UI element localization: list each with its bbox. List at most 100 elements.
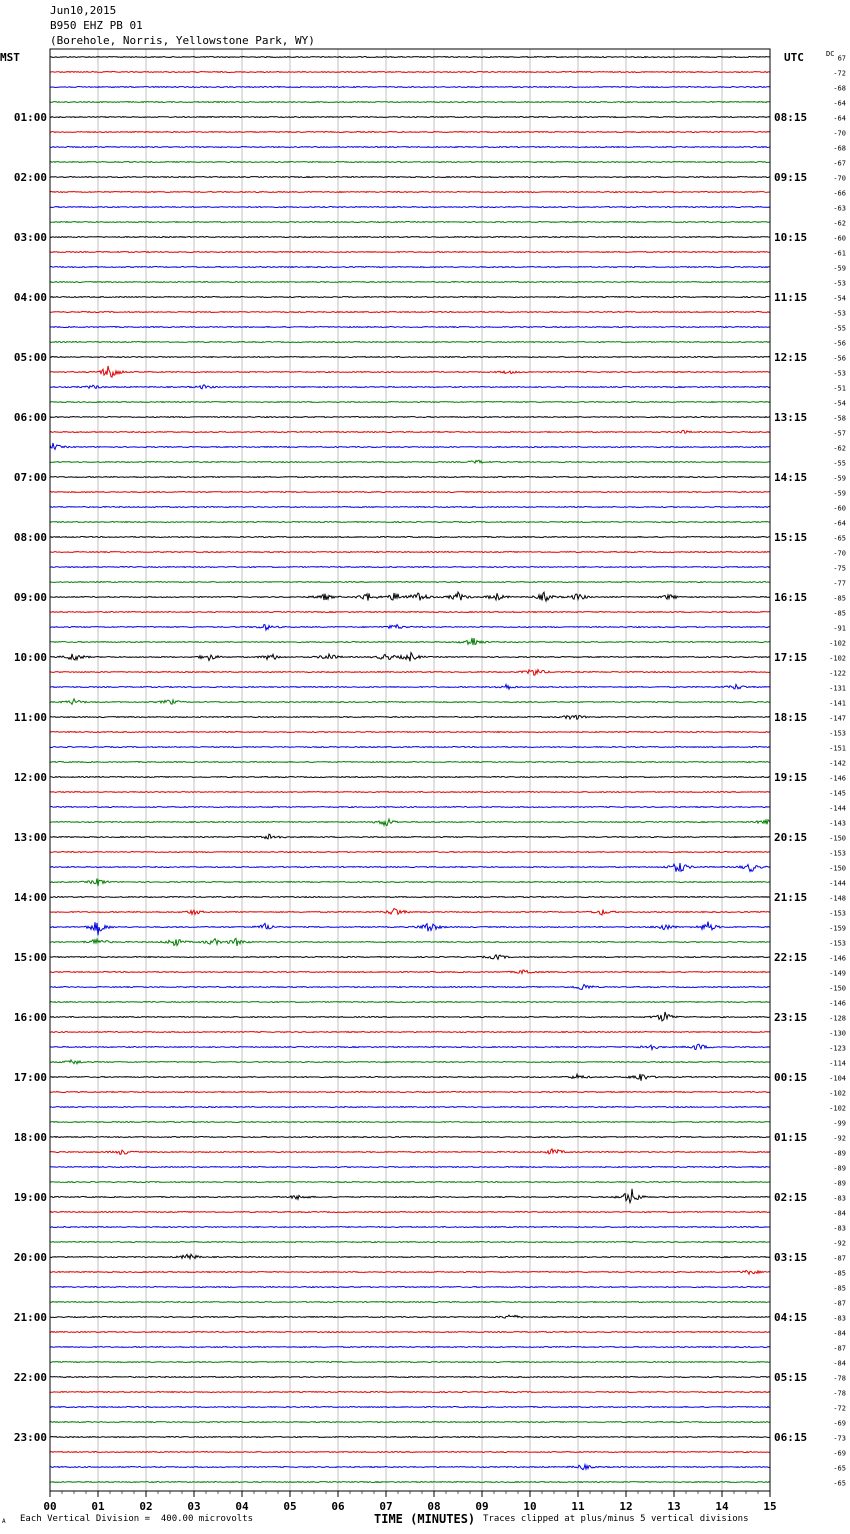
trace-18	[49, 325, 771, 329]
minute-gridlines	[49, 49, 771, 1491]
right-hour-label: 23:15	[774, 1011, 807, 1024]
dc-offset-label: -60	[833, 235, 846, 243]
dc-offset-label: -85	[833, 595, 846, 603]
right-hour-label: 12:15	[774, 351, 807, 364]
trace-70	[49, 1105, 771, 1109]
trace-32	[49, 535, 770, 539]
clip-note: Traces clipped at plus/minus 5 vertical …	[483, 1514, 749, 1524]
trace-79	[49, 1240, 770, 1244]
right-hour-label: 20:15	[774, 831, 807, 844]
trace-23	[49, 400, 771, 404]
trace-60	[49, 953, 771, 961]
left-hour-label: 02:00	[14, 171, 47, 184]
trace-21	[49, 365, 771, 378]
left-hour-label: 09:00	[14, 591, 47, 604]
right-hour-label: 11:15	[774, 291, 807, 304]
trace-81	[49, 1269, 771, 1276]
trace-15	[49, 280, 771, 284]
trace-68	[49, 1072, 771, 1081]
left-hour-label: 11:00	[14, 711, 47, 724]
dc-offset-label: -78	[833, 1390, 846, 1398]
trace-64	[49, 1011, 771, 1022]
dc-offset-label: -83	[833, 1315, 846, 1323]
dc-offset-label: -70	[833, 175, 846, 183]
right-hour-label: 14:15	[774, 471, 807, 484]
dc-offset-label: -145	[829, 790, 846, 798]
left-hour-label: 22:00	[14, 1371, 47, 1384]
x-tick-label-03: 03	[187, 1500, 200, 1513]
right-hour-label: 08:15	[774, 111, 807, 124]
dc-offset-label: -53	[833, 370, 846, 378]
trace-19	[49, 340, 770, 344]
trace-28	[49, 475, 771, 479]
trace-63	[49, 1000, 771, 1004]
trace-59	[49, 937, 771, 947]
dc-offset-label: -72	[833, 70, 846, 78]
left-hour-label: 08:00	[14, 531, 47, 544]
trace-67	[49, 1058, 771, 1066]
trace-4	[49, 115, 771, 119]
dc-offset-label: -144	[829, 880, 846, 888]
axis-labels: 00 01 02 03 04 05 06 07 08 09 10 11 12 13 14 15 67 -72 -68…	[0, 50, 846, 1513]
trace-52	[49, 833, 771, 840]
dc-offset-label: -84	[833, 1210, 846, 1218]
trace-2	[49, 85, 771, 89]
trace-66	[49, 1043, 771, 1052]
dc-offset-label: -153	[829, 850, 846, 858]
dc-offset-label: -64	[833, 520, 846, 528]
dc-offset-label: -73	[833, 1435, 846, 1443]
trace-50	[49, 805, 771, 809]
trace-73	[49, 1147, 771, 1156]
trace-24	[49, 415, 771, 419]
station-name: B950 EHZ PB 01	[50, 19, 143, 32]
trace-58	[49, 921, 771, 936]
dc-offset-label: -102	[829, 1105, 846, 1113]
trace-53	[49, 850, 771, 854]
trace-3	[49, 100, 771, 104]
dc-offset-label: -75	[833, 565, 846, 573]
dc-offset-label: -153	[829, 730, 846, 738]
dc-offset-label: 67	[838, 55, 846, 63]
dc-offset-label: -70	[833, 130, 846, 138]
seismic-traces	[49, 55, 771, 1484]
dc-offset-label: -83	[833, 1195, 846, 1203]
left-hour-label: 07:00	[14, 471, 47, 484]
right-hour-label: 16:15	[774, 591, 807, 604]
x-tick-label-11: 11	[571, 1500, 585, 1513]
trace-55	[49, 878, 771, 887]
dc-offset-label: -87	[833, 1255, 846, 1263]
dc-offset-label: -69	[833, 1420, 846, 1428]
trace-11	[49, 220, 771, 224]
trace-29	[49, 490, 771, 494]
left-hour-label: 21:00	[14, 1311, 47, 1324]
dc-offset-label: -102	[829, 1090, 846, 1098]
dc-offset-label: -144	[829, 805, 846, 813]
trace-33	[50, 550, 771, 554]
trace-9	[49, 190, 771, 194]
trace-49	[49, 790, 771, 794]
trace-95	[49, 1480, 771, 1484]
trace-26	[49, 442, 771, 451]
trace-17	[49, 310, 771, 314]
dc-offset-label: -64	[833, 115, 846, 123]
trace-72	[49, 1135, 771, 1139]
dc-offset-label: -55	[833, 325, 846, 333]
right-hour-label: 05:15	[774, 1371, 807, 1384]
trace-74	[49, 1165, 771, 1169]
trace-5	[49, 130, 771, 134]
dc-offset-label: -77	[833, 580, 846, 588]
trace-89	[49, 1390, 771, 1394]
x-tick-label-13: 13	[667, 1500, 680, 1513]
dc-offset-label: -147	[829, 715, 846, 723]
trace-87	[49, 1360, 771, 1364]
dc-offset-label: -63	[833, 205, 846, 213]
right-hour-label: 06:15	[774, 1431, 807, 1444]
trace-25	[49, 429, 771, 434]
trace-80	[49, 1253, 771, 1261]
right-timezone-label: UTC	[784, 51, 804, 64]
dc-offset-label: -59	[833, 475, 846, 483]
dc-offset-label: -62	[833, 220, 846, 228]
right-hour-label: 09:15	[774, 171, 807, 184]
left-hour-label: 19:00	[14, 1191, 47, 1204]
x-tick-label-04: 04	[235, 1500, 249, 1513]
